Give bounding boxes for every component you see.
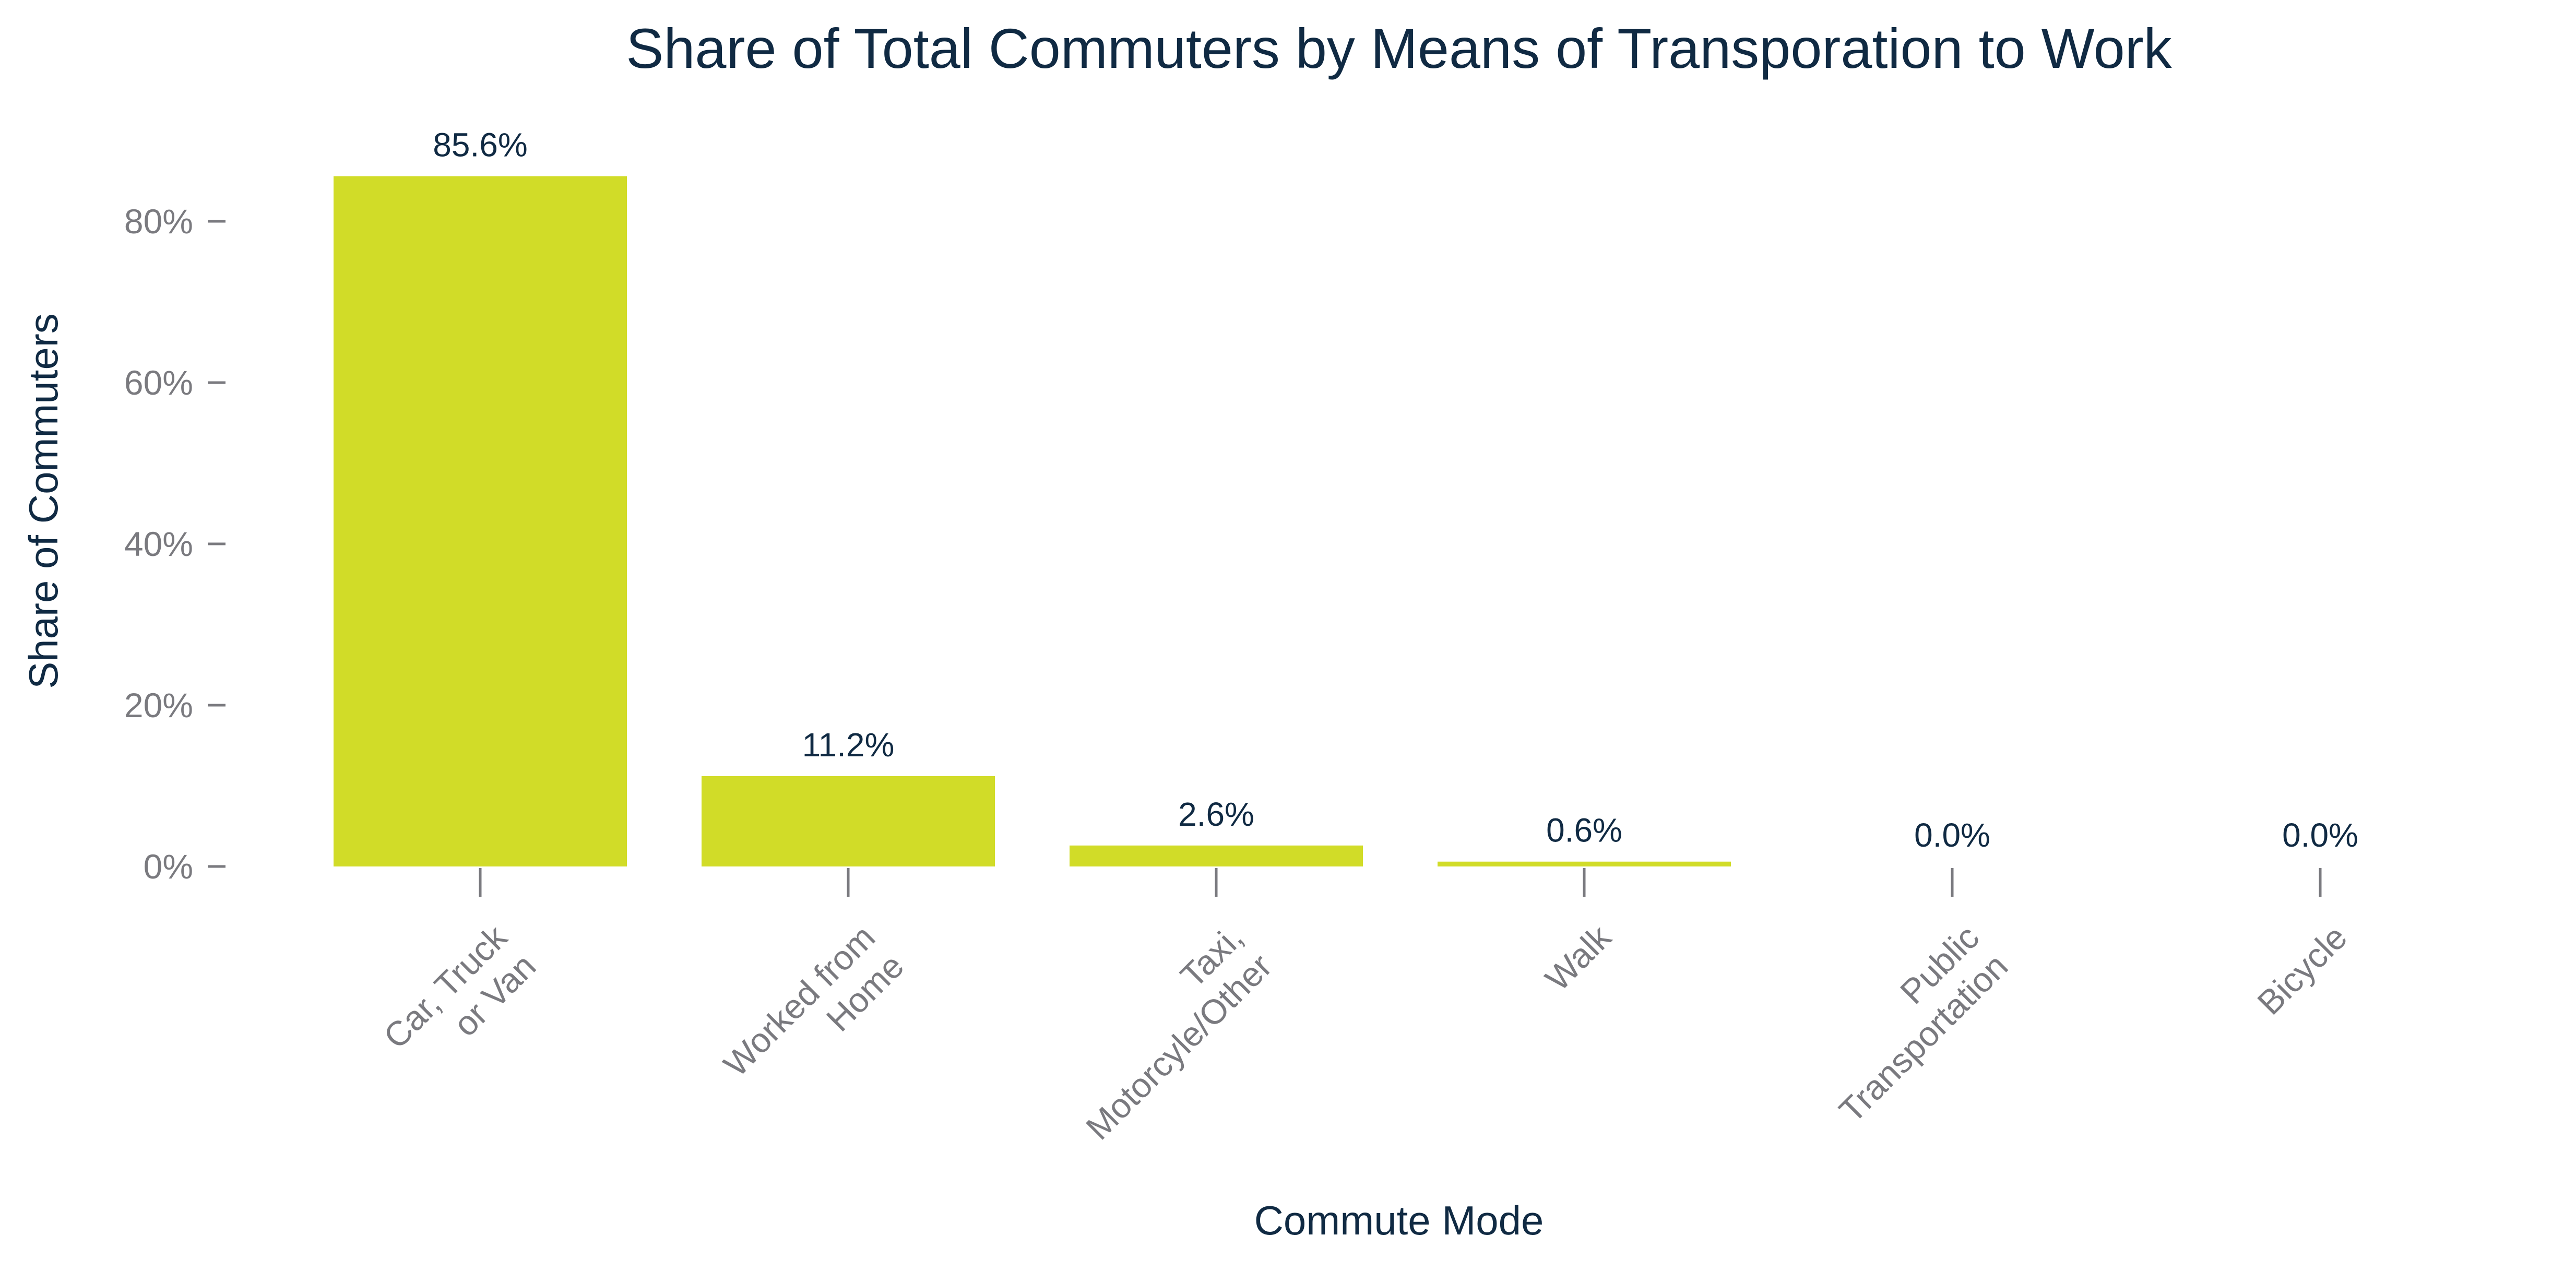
bar[interactable] bbox=[702, 776, 995, 866]
y-tick-label: 0% bbox=[144, 847, 193, 886]
x-tick-label-line: Motorcyle/Other bbox=[1078, 946, 1279, 1147]
data-label: 0.0% bbox=[2282, 816, 2358, 854]
data-label: 0.0% bbox=[1914, 816, 1990, 854]
y-axis-title: Share of Commuters bbox=[20, 313, 66, 689]
y-tick-label: 80% bbox=[124, 202, 193, 241]
x-tick-label-line: Walk bbox=[1538, 917, 1619, 998]
bar[interactable] bbox=[334, 176, 627, 867]
x-tick-label: Taxi,Motorcyle/Other bbox=[1050, 918, 1279, 1147]
x-tick-label: Worked fromHome bbox=[716, 918, 911, 1113]
data-label: 2.6% bbox=[1178, 795, 1254, 833]
x-tick-label: Walk bbox=[1538, 917, 1619, 998]
x-axis: Car, Truckor Van Worked fromHome Taxi,Moto… bbox=[376, 868, 2354, 1147]
x-axis-title: Commute Mode bbox=[1254, 1197, 1544, 1243]
bars-group: 85.6% 11.2% 2.6% 0.6% 0.0% 0.0% bbox=[334, 126, 2358, 867]
data-label: 85.6% bbox=[433, 126, 527, 163]
y-axis: 0% 20% 40% 60% 80% bbox=[124, 202, 225, 886]
x-tick-label: Car, Truckor Van bbox=[376, 917, 543, 1085]
data-label: 11.2% bbox=[802, 726, 895, 764]
x-tick-label-line: Bicycle bbox=[2250, 918, 2354, 1022]
data-label: 0.6% bbox=[1546, 812, 1622, 849]
y-tick-label: 40% bbox=[124, 525, 193, 563]
chart-title: Share of Total Commuters by Means of Tra… bbox=[626, 17, 2172, 80]
x-tick-label: Bicycle bbox=[2250, 918, 2354, 1022]
y-tick-label: 60% bbox=[124, 363, 193, 402]
x-tick-label: PublicTransportation bbox=[1803, 918, 2015, 1130]
bar[interactable] bbox=[1070, 845, 1363, 866]
y-tick-label: 20% bbox=[124, 686, 193, 724]
bar[interactable] bbox=[1438, 861, 1731, 866]
